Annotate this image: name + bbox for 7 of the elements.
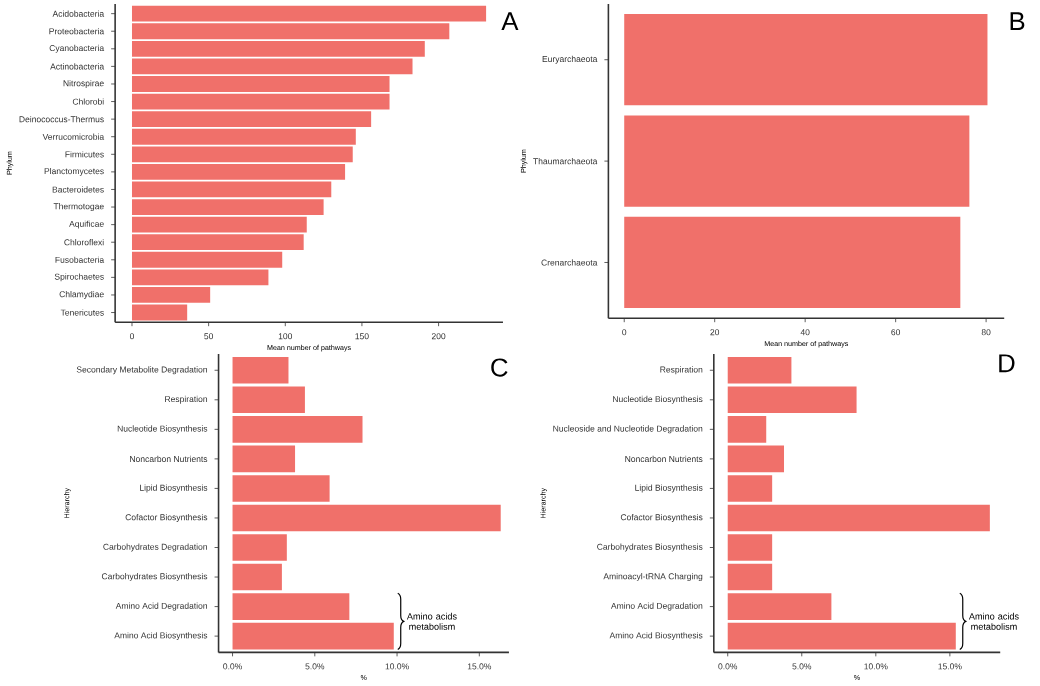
bar — [624, 115, 970, 207]
text: B — [1010, 12, 1025, 30]
bar — [624, 216, 961, 308]
bar — [624, 13, 988, 106]
annotation: D — [999, 354, 1015, 372]
annotation: A — [501, 12, 519, 30]
annotation: C — [491, 358, 508, 377]
